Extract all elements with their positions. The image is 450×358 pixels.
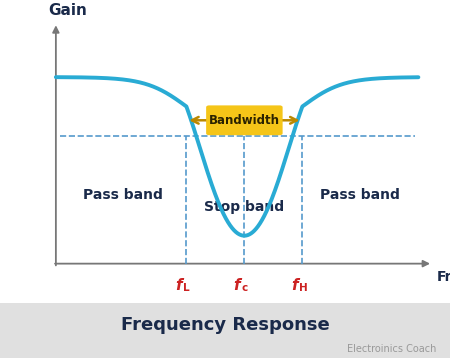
Text: f: f [234, 279, 240, 294]
Text: Pass band: Pass band [320, 188, 400, 202]
Text: Frequency Response: Frequency Response [121, 316, 329, 334]
Text: f: f [176, 279, 182, 294]
Text: c: c [242, 282, 248, 292]
Text: Stop band: Stop band [204, 200, 284, 214]
Text: Electroinics Coach: Electroinics Coach [347, 344, 436, 354]
Text: Pass band: Pass band [83, 188, 163, 202]
Text: Bandwidth: Bandwidth [209, 114, 280, 127]
Text: Frequency: Frequency [436, 271, 450, 285]
Text: H: H [299, 282, 308, 292]
Text: f: f [292, 279, 298, 294]
Text: L: L [184, 282, 190, 292]
FancyBboxPatch shape [206, 105, 283, 135]
Text: Gain: Gain [49, 3, 87, 18]
